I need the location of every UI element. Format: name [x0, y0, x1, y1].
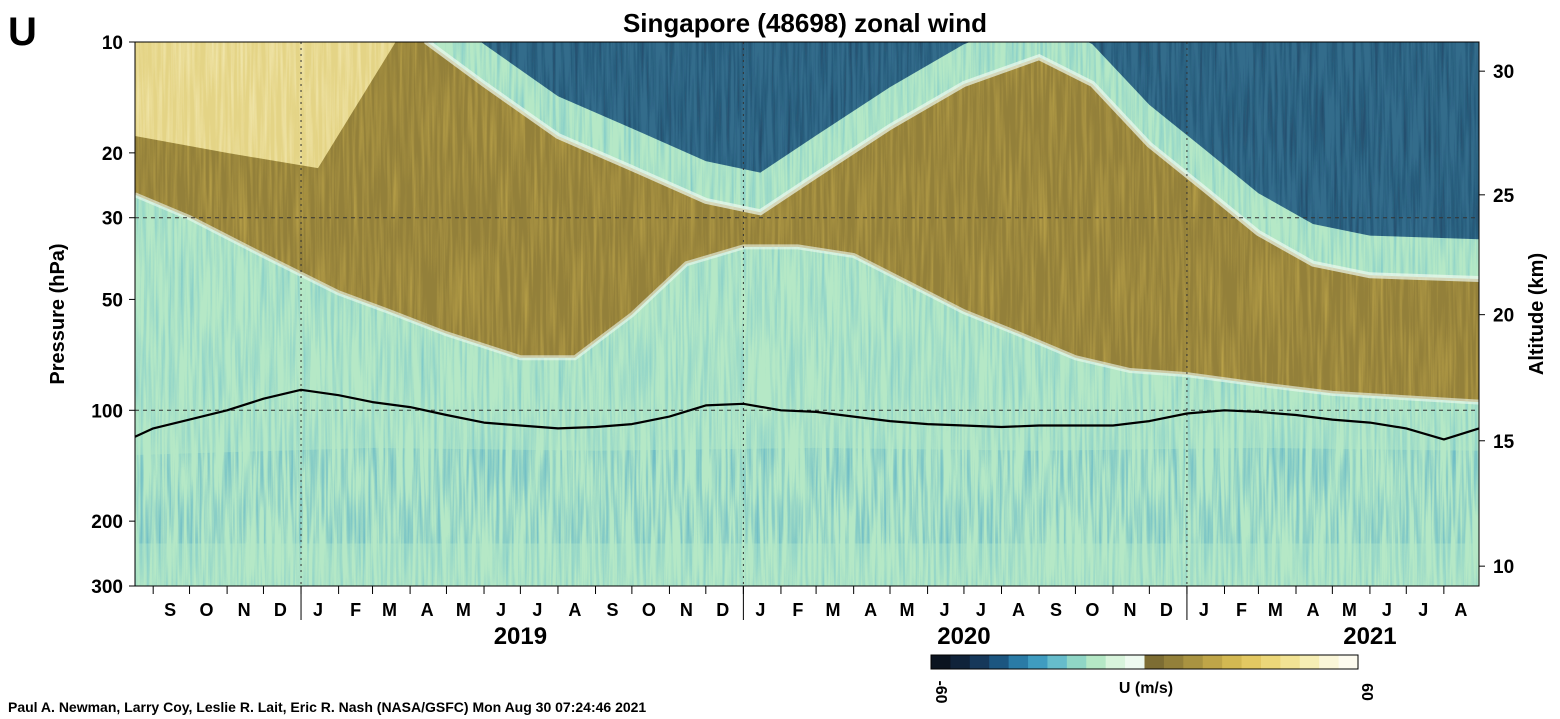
month-label: J [1418, 600, 1428, 620]
month-label: J [976, 600, 986, 620]
colorbar-swatch [1086, 655, 1107, 669]
chart-title: Singapore (48698) zonal wind [623, 8, 987, 38]
colorbar-swatch [1338, 655, 1359, 669]
year-label: 2020 [937, 623, 990, 650]
month-label: F [792, 600, 803, 620]
colorbar-swatch [1008, 655, 1029, 669]
month-label: D [716, 600, 729, 620]
colorbar-swatch [1047, 655, 1068, 669]
y-axis-label: Pressure (hPa) [47, 243, 69, 384]
tropopause-line [134, 388, 1480, 441]
colorbar-swatch [1163, 655, 1184, 669]
month-label: N [1123, 600, 1136, 620]
transition-edge-top [423, 42, 1479, 282]
colorbar-swatch [1319, 655, 1340, 669]
easterly-band-streaks [135, 42, 1479, 403]
year-label: 2021 [1343, 623, 1396, 650]
month-label: N [680, 600, 693, 620]
colorbar-swatch [1202, 655, 1223, 669]
colorbar-swatch [1183, 655, 1204, 669]
pressure-tick-label: 50 [102, 290, 123, 311]
month-label: J [532, 600, 542, 620]
colorbar-max-label: 60 [1358, 683, 1375, 701]
month-label: A [421, 600, 434, 620]
month-label: D [274, 600, 287, 620]
colorbar-swatch [1125, 655, 1146, 669]
altitude-tick-label: 10 [1493, 557, 1514, 578]
month-label: D [1160, 600, 1173, 620]
month-label: M [456, 600, 471, 620]
pressure-tick-label: 200 [91, 512, 123, 533]
colorbar-label: U (m/s) [1119, 680, 1173, 697]
y2-axis-label: Altitude (km) [1526, 253, 1548, 375]
altitude-tick-label: 25 [1493, 186, 1515, 207]
colorbar-swatch [969, 655, 990, 669]
altitude-tick-label: 15 [1493, 432, 1515, 453]
month-label: J [496, 600, 506, 620]
month-label: A [1306, 600, 1319, 620]
colorbar-swatch [1144, 655, 1165, 669]
colorbar-swatch [950, 655, 971, 669]
upper-westerly-streaks [481, 42, 1479, 240]
month-label: A [1012, 600, 1025, 620]
colorbar-min-label: -60 [932, 680, 949, 703]
colorbar-swatch [1241, 655, 1262, 669]
year-label: 2019 [494, 623, 547, 650]
month-label: M [382, 600, 397, 620]
colorbar-swatch [989, 655, 1010, 669]
month-label: A [568, 600, 581, 620]
plot-overlays [134, 42, 1480, 586]
pressure-tick-label: 20 [102, 144, 123, 165]
month-label: S [1050, 600, 1062, 620]
colorbar-swatch [931, 655, 952, 669]
month-label: S [164, 600, 176, 620]
month-label: A [1454, 600, 1467, 620]
time-axis: S O N D J F M A M J J A S O N D J F M A M J J A S O N D J F M A M J J A 2019… [152, 586, 1467, 650]
colorbar-swatch [1028, 655, 1049, 669]
month-label: J [940, 600, 950, 620]
transition-edge-bottom [135, 192, 1479, 405]
colorbar-swatch [1280, 655, 1301, 669]
colorbar-frame [930, 654, 1359, 670]
month-label: M [826, 600, 841, 620]
month-label: J [313, 600, 323, 620]
month-label: M [899, 600, 914, 620]
pressure-tick-label: 30 [102, 209, 123, 230]
month-label: O [642, 600, 656, 620]
colorbar-swatch [1105, 655, 1126, 669]
month-label: F [1236, 600, 1247, 620]
lower-westerly-streaks [135, 447, 1479, 544]
pressure-tick-label: 100 [91, 401, 123, 422]
altitude-axis: 30 25 20 15 10 [1479, 62, 1515, 578]
wind-heatmap [135, 42, 1479, 586]
month-label: J [755, 600, 765, 620]
colorbar-swatch [1066, 655, 1087, 669]
easterly-core-streaks [135, 42, 396, 169]
month-label: O [199, 600, 213, 620]
pressure-tick-label: 300 [91, 577, 123, 598]
plot-frame [134, 41, 1480, 587]
colorbar-swatch [1299, 655, 1320, 669]
altitude-tick-label: 20 [1493, 306, 1514, 327]
month-label: S [606, 600, 618, 620]
month-label: O [1085, 600, 1099, 620]
month-label: F [350, 600, 361, 620]
altitude-tick-label: 30 [1493, 62, 1514, 83]
month-label: N [238, 600, 251, 620]
credit-line: Paul A. Newman, Larry Coy, Leslie R. Lai… [8, 699, 646, 715]
month-label: A [864, 600, 877, 620]
month-label: J [1382, 600, 1392, 620]
month-label: M [1342, 600, 1357, 620]
colorbar [930, 654, 1359, 670]
pressure-axis: 10 20 30 50 100 200 300 [91, 33, 135, 598]
panel-letter: U [8, 10, 37, 54]
pressure-tick-label: 10 [102, 33, 123, 54]
month-label: M [1268, 600, 1283, 620]
colorbar-swatch [1222, 655, 1243, 669]
month-label: J [1199, 600, 1209, 620]
colorbar-swatch [1260, 655, 1281, 669]
